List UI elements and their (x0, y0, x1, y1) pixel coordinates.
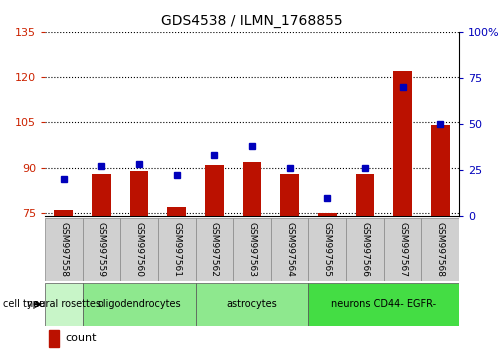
Text: cell type: cell type (3, 299, 45, 309)
Bar (318, 213, 337, 216)
Bar (271, 218, 308, 281)
Bar (45, 218, 82, 281)
Text: GSM997567: GSM997567 (398, 222, 407, 277)
Bar (205, 165, 224, 216)
Text: GSM997563: GSM997563 (248, 222, 256, 277)
Text: neural rosettes: neural rosettes (27, 299, 101, 309)
Bar (356, 174, 374, 216)
Bar (54, 210, 73, 216)
Bar (167, 207, 186, 216)
Text: count: count (65, 333, 97, 343)
Bar (233, 218, 271, 281)
Bar (92, 174, 111, 216)
Text: GSM997561: GSM997561 (172, 222, 181, 277)
Text: oligodendrocytes: oligodendrocytes (97, 299, 181, 309)
Text: astrocytes: astrocytes (227, 299, 277, 309)
Bar (49, 330, 59, 347)
Bar (346, 218, 384, 281)
Bar (130, 171, 149, 216)
Bar (196, 283, 308, 326)
Bar (280, 174, 299, 216)
Text: GSM997562: GSM997562 (210, 222, 219, 277)
Title: GDS4538 / ILMN_1768855: GDS4538 / ILMN_1768855 (161, 14, 343, 28)
Bar (243, 162, 261, 216)
Bar (82, 283, 196, 326)
Bar (120, 218, 158, 281)
Text: GSM997558: GSM997558 (59, 222, 68, 277)
Text: GSM997565: GSM997565 (323, 222, 332, 277)
Text: GSM997564: GSM997564 (285, 222, 294, 277)
Bar (384, 218, 422, 281)
Bar (393, 71, 412, 216)
Bar (308, 218, 346, 281)
Bar (158, 218, 196, 281)
Text: GSM997566: GSM997566 (360, 222, 369, 277)
Bar (431, 125, 450, 216)
Text: neurons CD44- EGFR-: neurons CD44- EGFR- (331, 299, 436, 309)
Bar (308, 283, 459, 326)
Bar (196, 218, 233, 281)
Text: GSM997559: GSM997559 (97, 222, 106, 277)
Bar (422, 218, 459, 281)
Bar (82, 218, 120, 281)
Bar (45, 283, 82, 326)
Text: GSM997560: GSM997560 (135, 222, 144, 277)
Text: GSM997568: GSM997568 (436, 222, 445, 277)
